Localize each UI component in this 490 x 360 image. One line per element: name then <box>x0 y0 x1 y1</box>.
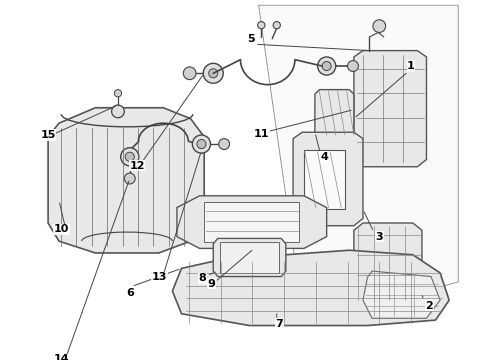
Text: 5: 5 <box>247 34 255 44</box>
Circle shape <box>121 148 139 166</box>
Text: 13: 13 <box>152 273 168 283</box>
Circle shape <box>203 63 223 83</box>
Polygon shape <box>213 238 286 276</box>
Circle shape <box>114 90 122 97</box>
Circle shape <box>193 135 211 153</box>
Text: 10: 10 <box>54 224 70 234</box>
Polygon shape <box>304 150 345 210</box>
Text: 15: 15 <box>40 130 56 140</box>
Circle shape <box>209 69 218 78</box>
Circle shape <box>318 57 336 75</box>
Text: 8: 8 <box>198 273 206 283</box>
Text: 6: 6 <box>126 288 134 298</box>
Polygon shape <box>363 271 440 318</box>
Polygon shape <box>177 196 327 248</box>
Text: 1: 1 <box>407 61 415 71</box>
Circle shape <box>183 67 196 80</box>
Circle shape <box>322 62 331 71</box>
Circle shape <box>197 140 206 149</box>
Polygon shape <box>354 51 426 167</box>
Text: 2: 2 <box>425 301 433 311</box>
Text: 3: 3 <box>375 231 383 242</box>
Circle shape <box>124 173 135 184</box>
Circle shape <box>347 60 358 72</box>
Polygon shape <box>204 202 299 242</box>
Circle shape <box>125 152 134 161</box>
Text: 12: 12 <box>129 161 145 171</box>
Text: 4: 4 <box>321 152 329 162</box>
Circle shape <box>273 22 280 29</box>
Text: 11: 11 <box>254 129 269 139</box>
Polygon shape <box>354 223 422 303</box>
Polygon shape <box>293 132 363 226</box>
Polygon shape <box>172 250 449 325</box>
Circle shape <box>219 139 230 149</box>
Circle shape <box>258 22 265 29</box>
Circle shape <box>112 105 124 118</box>
Polygon shape <box>220 242 279 273</box>
Polygon shape <box>48 108 204 253</box>
Text: 14: 14 <box>54 354 70 360</box>
Polygon shape <box>315 90 354 137</box>
Text: 9: 9 <box>207 279 216 289</box>
Circle shape <box>373 20 386 32</box>
Text: 7: 7 <box>275 319 283 329</box>
Polygon shape <box>259 5 458 323</box>
